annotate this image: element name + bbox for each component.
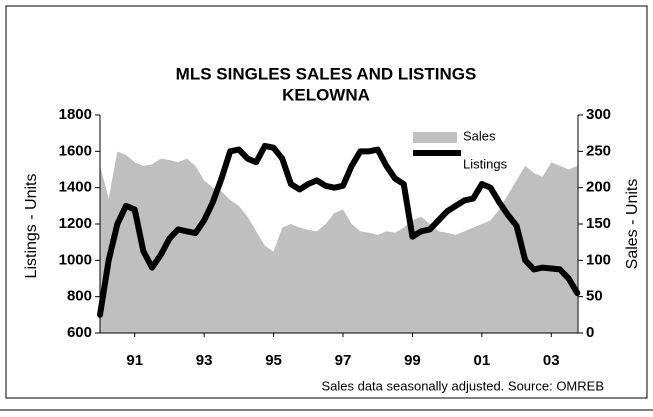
- y-tick-label: 800: [67, 288, 92, 305]
- x-tick-label: 01: [474, 352, 491, 369]
- x-tick-label: 03: [543, 352, 560, 369]
- x-tick-label: 91: [126, 352, 143, 369]
- x-tick-label: 95: [265, 352, 282, 369]
- listings-line: [97, 142, 581, 318]
- y-tick-label: 600: [67, 324, 92, 341]
- y2-axis-label: Sales - Units: [624, 179, 641, 270]
- y-tick-label: 1400: [59, 179, 92, 196]
- y2-tick-label: 300: [586, 106, 611, 123]
- x-tick-label: 99: [404, 352, 421, 369]
- x-tick-label: 97: [335, 352, 352, 369]
- chart-subtitle: KELOWNA: [282, 85, 370, 104]
- y-tick-label: 1000: [59, 251, 92, 268]
- y-tick-label: 1600: [59, 142, 92, 159]
- y2-tick-label: 100: [586, 251, 611, 268]
- chart-title: MLS SINGLES SALES AND LISTINGS: [176, 64, 477, 83]
- y2-tick-label: 200: [586, 179, 611, 196]
- y2-tick-label: 50: [586, 288, 603, 305]
- y-axis-label: Listings - Units: [23, 174, 40, 279]
- y-tick-label: 1200: [59, 215, 92, 232]
- legend-label: Sales: [463, 128, 496, 143]
- y2-tick-label: 150: [586, 215, 611, 232]
- x-tick-label: 93: [196, 352, 213, 369]
- legend-label: Listings: [463, 156, 508, 171]
- legend-swatch: [413, 132, 457, 143]
- sales-area: [100, 151, 578, 333]
- y-tick-label: 1800: [59, 106, 92, 123]
- y2-tick-label: 0: [586, 324, 594, 341]
- source-note: Sales data seasonally adjusted. Source: …: [321, 378, 604, 393]
- y2-tick-label: 250: [586, 142, 611, 159]
